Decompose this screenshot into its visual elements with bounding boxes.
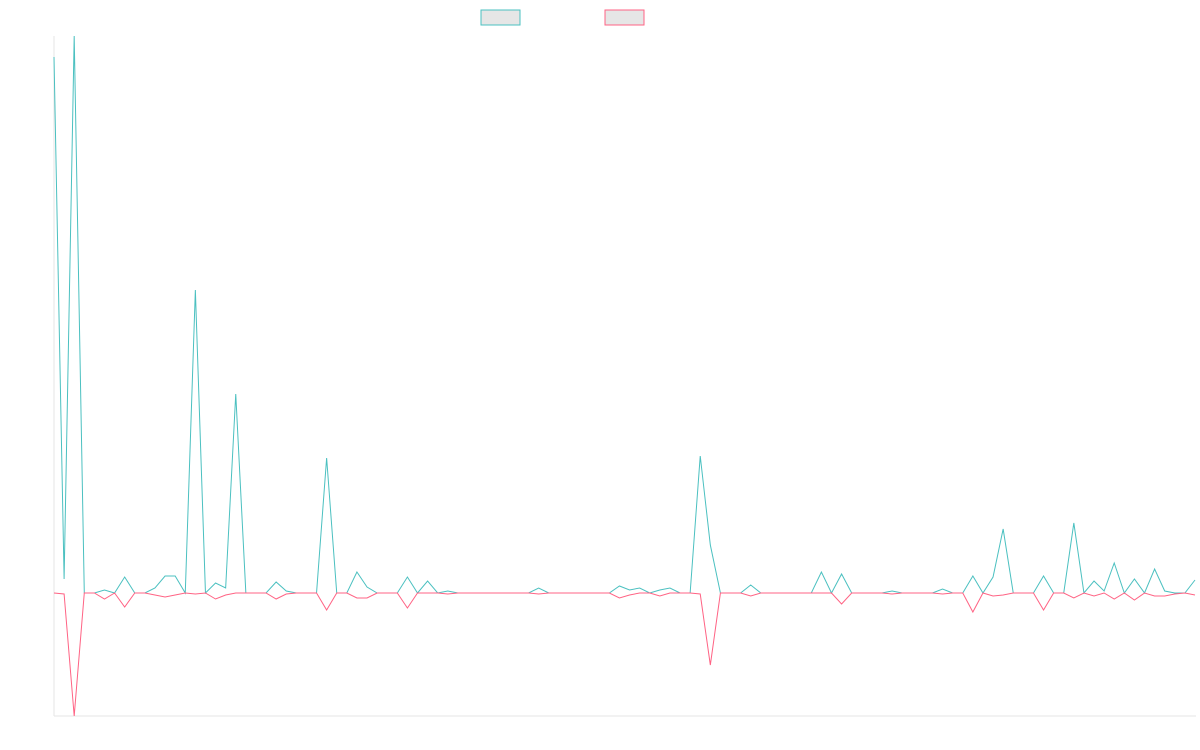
legend-swatch <box>604 9 645 26</box>
legend-swatch <box>480 9 521 26</box>
series-line <box>53 592 1196 717</box>
series-line <box>53 35 1196 595</box>
